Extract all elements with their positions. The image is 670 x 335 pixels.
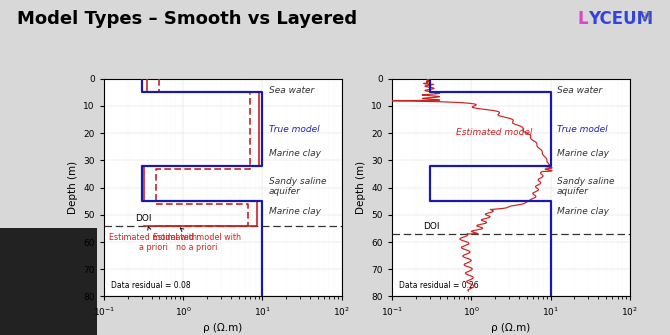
Text: True model: True model <box>269 125 320 134</box>
Text: True model: True model <box>557 125 608 134</box>
Text: Marine clay: Marine clay <box>557 207 609 216</box>
Text: DOI: DOI <box>423 222 440 231</box>
Text: Marine clay: Marine clay <box>269 149 321 158</box>
Text: Sea water: Sea water <box>269 85 314 94</box>
Text: Data residual = 0.08: Data residual = 0.08 <box>111 281 190 290</box>
Text: Sandy saline
aquifer: Sandy saline aquifer <box>557 177 614 196</box>
Text: L: L <box>578 10 588 28</box>
Text: DOI: DOI <box>135 214 151 223</box>
Text: Sea water: Sea water <box>557 85 602 94</box>
Text: Data residual = 0.26: Data residual = 0.26 <box>399 281 478 290</box>
Text: Model Types – Smooth vs Layered: Model Types – Smooth vs Layered <box>17 10 357 28</box>
Text: Marine clay: Marine clay <box>269 207 321 216</box>
Text: Estimated model with
a priori: Estimated model with a priori <box>109 227 197 252</box>
Text: YCEUM: YCEUM <box>588 10 653 28</box>
Y-axis label: Depth (m): Depth (m) <box>68 161 78 214</box>
Text: Estimated model with
no a priori: Estimated model with no a priori <box>153 228 241 252</box>
Text: Estimated model: Estimated model <box>456 128 533 137</box>
X-axis label: ρ (Ω.m): ρ (Ω.m) <box>203 324 243 333</box>
Y-axis label: Depth (m): Depth (m) <box>356 161 366 214</box>
X-axis label: ρ (Ω.m): ρ (Ω.m) <box>491 324 531 333</box>
Text: 21: 21 <box>642 12 653 21</box>
Text: Marine clay: Marine clay <box>557 149 609 158</box>
Text: Sandy saline
aquifer: Sandy saline aquifer <box>269 177 326 196</box>
